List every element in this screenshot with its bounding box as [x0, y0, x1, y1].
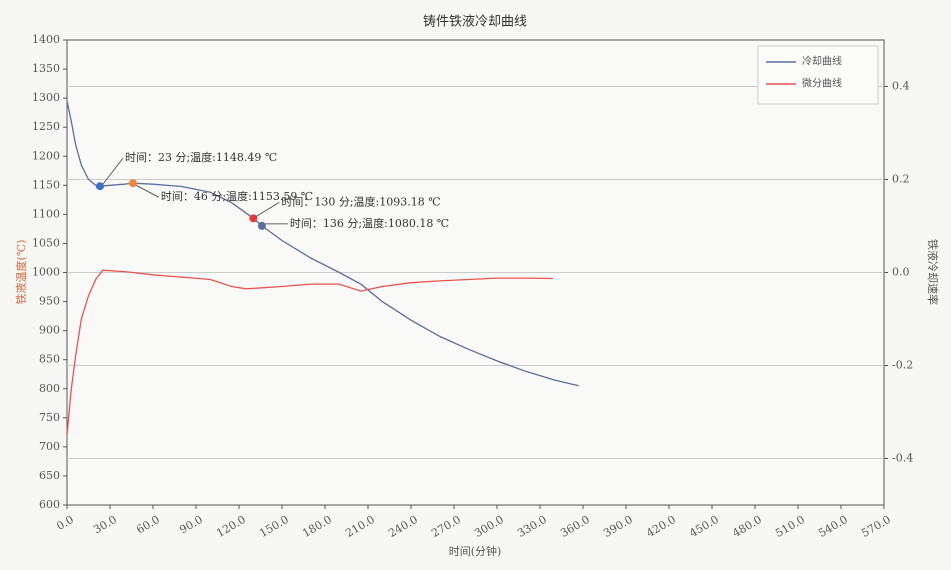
- y-tick-label: 800: [39, 382, 60, 395]
- y-tick-label: 1350: [32, 62, 60, 75]
- y2-tick-label: 0.4: [892, 80, 910, 93]
- annotation-arrow: [135, 184, 160, 198]
- chart-title: 铸件铁液冷却曲线: [423, 14, 527, 30]
- annotation-point: [95, 182, 104, 191]
- annotation-point: [257, 221, 266, 230]
- annotation-text: 时间：46 分;温度:1153.59 ℃: [161, 189, 313, 203]
- y2-axis-label: 铁液冷却速率: [926, 239, 940, 305]
- y-tick-label: 850: [39, 353, 60, 366]
- annotation-point: [249, 214, 258, 223]
- x-axis-label: 时间(分钟): [449, 544, 502, 558]
- legend-label: 微分曲线: [802, 77, 842, 90]
- y-tick-label: 950: [39, 295, 60, 308]
- y-tick-label: 700: [39, 440, 60, 453]
- legend-box: [757, 45, 879, 105]
- annotation-point: [128, 179, 137, 188]
- y-tick-label: 1050: [32, 236, 60, 249]
- y2-tick-label: -0.2: [892, 359, 913, 372]
- y2-tick-label: -0.4: [892, 452, 913, 465]
- legend-label: 冷却曲线: [802, 55, 842, 68]
- y-tick-label: 1000: [32, 266, 60, 279]
- y-tick-label: 1300: [32, 91, 60, 104]
- y2-tick-label: 0.2: [892, 173, 910, 186]
- y2-tick-label: 0.0: [892, 266, 910, 279]
- y-tick-label: 650: [39, 469, 60, 482]
- annotation-text: 时间：23 分;温度:1148.49 ℃: [125, 150, 277, 164]
- y-tick-label: 900: [39, 324, 60, 337]
- annotation-text: 时间：136 分;温度:1080.18 ℃: [290, 216, 449, 230]
- annotation-arrow: [102, 157, 124, 185]
- annotation-text: 时间：130 分;温度:1093.18 ℃: [281, 194, 440, 208]
- y-tick-label: 1200: [32, 149, 60, 162]
- series-line: [66, 100, 579, 387]
- y-tick-label: 1400: [32, 33, 60, 46]
- y-axis-label: 铁液温度(℃): [14, 240, 28, 305]
- annotation-arrow: [256, 201, 280, 217]
- y-tick-label: 600: [39, 498, 60, 511]
- series-line: [66, 269, 553, 436]
- y-tick-label: 1150: [32, 178, 60, 191]
- y-tick-label: 1100: [32, 207, 60, 220]
- y-tick-label: 1250: [32, 120, 60, 133]
- y-tick-label: 750: [39, 411, 60, 424]
